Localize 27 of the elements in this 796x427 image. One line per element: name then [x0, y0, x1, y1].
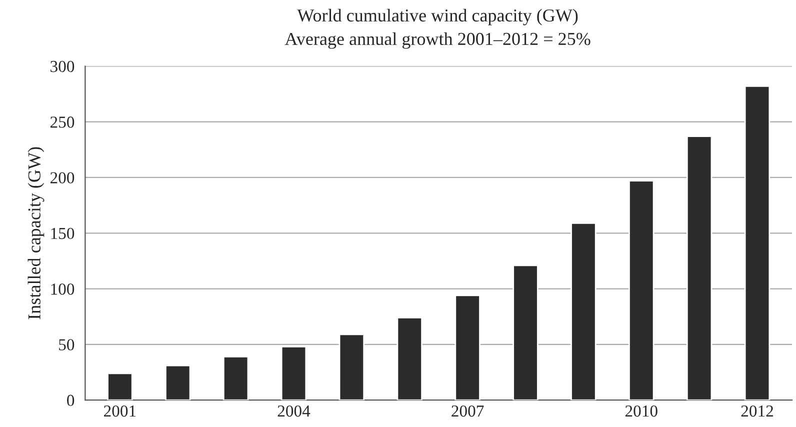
- chart-title: World cumulative wind capacity (GW): [297, 8, 578, 26]
- y-tick-label: 150: [51, 228, 74, 240]
- y-tick-label: 300: [50, 60, 74, 72]
- x-tick-label: 2004: [278, 405, 310, 417]
- bar: [686, 136, 712, 400]
- x-tick-label: 2012: [741, 405, 774, 417]
- bar: [744, 86, 770, 400]
- y-tick-label: 200: [50, 172, 74, 184]
- x-tick-label: 2007: [452, 405, 484, 417]
- bar: [338, 334, 365, 400]
- y-tick-label: 100: [51, 283, 74, 295]
- y-tick-label: 0: [67, 394, 74, 406]
- bar: [222, 356, 249, 400]
- chart-subtitle: Average annual growth 2001–2012 = 25%: [284, 32, 590, 49]
- bar: [107, 372, 133, 400]
- bar: [512, 264, 538, 400]
- y-tick-label: 50: [59, 339, 74, 350]
- y-axis-title: Installed capacity (GW): [28, 147, 44, 320]
- x-tick-label: 2010: [625, 405, 658, 417]
- bar: [396, 317, 422, 400]
- x-tick-label: 2001: [104, 405, 136, 417]
- bar: [165, 364, 191, 400]
- bar: [454, 294, 480, 400]
- bar: [628, 180, 654, 400]
- y-tick-label: 250: [50, 116, 74, 128]
- bar: [570, 222, 596, 400]
- bar: [280, 346, 307, 400]
